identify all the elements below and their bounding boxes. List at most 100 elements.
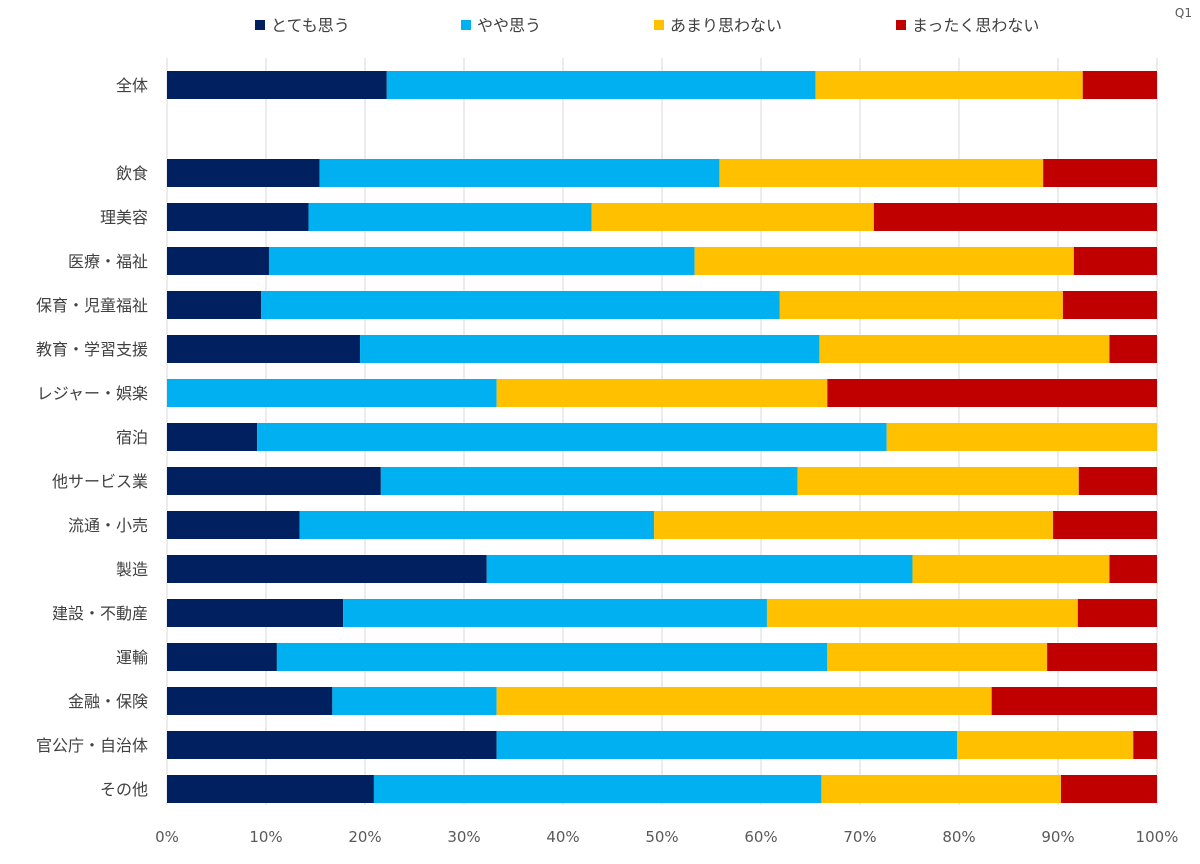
category-labels: 全体飲食理美容医療・福祉保育・児童福祉教育・学習支援レジャー・娯楽宿泊他サービス… bbox=[36, 76, 148, 799]
bar-segment bbox=[815, 71, 1083, 99]
bar-segment bbox=[1047, 643, 1157, 671]
bar-segment bbox=[167, 599, 344, 627]
x-tick-label: 40% bbox=[546, 828, 579, 846]
bar-segment bbox=[486, 555, 913, 583]
bar-segment bbox=[1109, 335, 1157, 363]
bar-segment bbox=[1078, 467, 1157, 495]
legend: とても思う やや思う あまり思わない まったく思わない bbox=[255, 16, 1039, 35]
bar-segment bbox=[496, 687, 992, 715]
bar-segment bbox=[591, 203, 874, 231]
bar-segment bbox=[496, 379, 828, 407]
bar-segment bbox=[167, 775, 374, 803]
legend-label: まったく思わない bbox=[912, 16, 1039, 35]
bar-segment bbox=[257, 423, 887, 451]
bar-segment bbox=[886, 423, 1157, 451]
legend-swatch bbox=[654, 20, 664, 30]
x-tick-label: 30% bbox=[447, 828, 480, 846]
bar-segment bbox=[167, 687, 333, 715]
bar-segment bbox=[1082, 71, 1157, 99]
legend-swatch bbox=[461, 20, 471, 30]
category-label: 流通・小売 bbox=[68, 516, 148, 535]
legend-label: やや思う bbox=[477, 16, 541, 35]
x-tick-label: 60% bbox=[744, 828, 777, 846]
category-label: レジャー・娯楽 bbox=[37, 384, 148, 403]
bar-segment bbox=[319, 159, 720, 187]
bar-segment bbox=[1109, 555, 1157, 583]
x-tick-label: 90% bbox=[1041, 828, 1074, 846]
bar-segment bbox=[912, 555, 1110, 583]
bar-segment bbox=[957, 731, 1134, 759]
bar-segment bbox=[779, 291, 1063, 319]
x-tick-label: 0% bbox=[155, 828, 179, 846]
bar-segment bbox=[167, 511, 300, 539]
bar-segment bbox=[654, 511, 1054, 539]
bar-segment bbox=[167, 555, 487, 583]
legend-swatch bbox=[255, 20, 265, 30]
bars bbox=[167, 71, 1157, 803]
category-label: 官公庁・自治体 bbox=[36, 736, 148, 755]
bar-segment bbox=[373, 775, 822, 803]
bar-segment bbox=[1060, 775, 1157, 803]
bar-segment bbox=[873, 203, 1157, 231]
bar-segment bbox=[1133, 731, 1157, 759]
x-axis-tick-labels: 0% 10% 20% 30% 40% 50% 60% 70% 80% 90% 100% bbox=[155, 828, 1178, 846]
category-label: 保育・児童福祉 bbox=[36, 296, 148, 315]
x-tick-label: 70% bbox=[843, 828, 876, 846]
bar-segment bbox=[386, 71, 816, 99]
bar-segment bbox=[268, 247, 695, 275]
legend-label: とても思う bbox=[271, 16, 350, 35]
bar-segment bbox=[719, 159, 1044, 187]
bar-segment bbox=[821, 775, 1061, 803]
bar-segment bbox=[299, 511, 655, 539]
category-label: 教育・学習支援 bbox=[36, 340, 148, 359]
category-label: その他 bbox=[100, 780, 148, 799]
bar-segment bbox=[167, 247, 269, 275]
bar-segment bbox=[819, 335, 1110, 363]
bar-segment bbox=[827, 379, 1157, 407]
bar-segment bbox=[1077, 599, 1157, 627]
legend-swatch bbox=[896, 20, 906, 30]
category-label: 宿泊 bbox=[116, 428, 148, 447]
category-label: 理美容 bbox=[100, 208, 148, 227]
bar-segment bbox=[991, 687, 1157, 715]
bar-segment bbox=[167, 643, 277, 671]
bar-segment bbox=[496, 731, 958, 759]
category-label: 他サービス業 bbox=[52, 472, 148, 491]
category-label: 医療・福祉 bbox=[68, 252, 148, 271]
x-tick-label: 80% bbox=[942, 828, 975, 846]
bar-segment bbox=[1053, 511, 1157, 539]
bar-segment bbox=[1062, 291, 1157, 319]
x-tick-label: 20% bbox=[348, 828, 381, 846]
legend-label: あまり思わない bbox=[670, 16, 782, 35]
bar-segment bbox=[360, 335, 820, 363]
bar-segment bbox=[167, 731, 497, 759]
bar-segment bbox=[167, 379, 497, 407]
bar-segment bbox=[167, 335, 361, 363]
category-label: 飲食 bbox=[116, 164, 148, 183]
bar-segment bbox=[261, 291, 780, 319]
bar-segment bbox=[694, 247, 1074, 275]
x-tick-label: 100% bbox=[1136, 828, 1179, 846]
bar-segment bbox=[276, 643, 828, 671]
bar-segment bbox=[167, 423, 258, 451]
bar-segment bbox=[308, 203, 592, 231]
bar-segment bbox=[1043, 159, 1157, 187]
bar-segment bbox=[167, 467, 381, 495]
bar-segment bbox=[797, 467, 1079, 495]
category-label: 製造 bbox=[116, 560, 148, 579]
bar-segment bbox=[167, 291, 262, 319]
category-label: 建設・不動産 bbox=[52, 604, 148, 623]
x-tick-label: 50% bbox=[645, 828, 678, 846]
category-label: 全体 bbox=[116, 76, 148, 95]
bar-segment bbox=[766, 599, 1078, 627]
category-label: 金融・保険 bbox=[68, 692, 148, 711]
bar-segment bbox=[167, 71, 387, 99]
bar-segment bbox=[827, 643, 1048, 671]
x-tick-label: 10% bbox=[249, 828, 282, 846]
question-label: Q1 bbox=[1174, 6, 1192, 20]
bar-segment bbox=[167, 159, 320, 187]
category-label: 運輸 bbox=[116, 648, 148, 667]
bar-segment bbox=[380, 467, 798, 495]
bar-segment bbox=[343, 599, 767, 627]
